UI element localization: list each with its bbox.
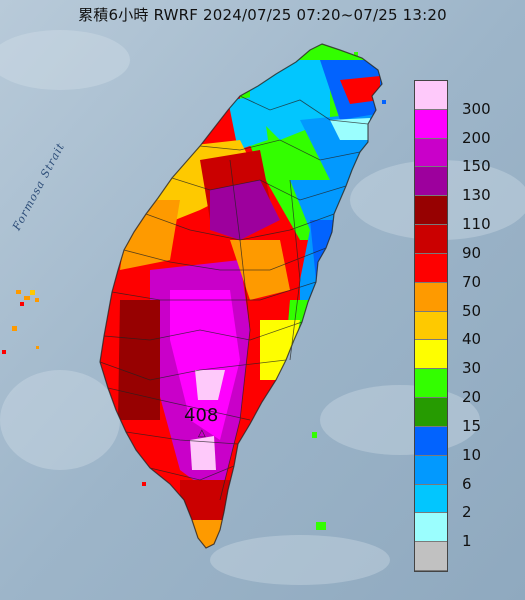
legend-swatch xyxy=(415,109,447,139)
legend-swatch xyxy=(415,398,447,427)
legend-label: 130 xyxy=(462,186,491,205)
legend-swatch xyxy=(415,455,447,485)
legend-swatch xyxy=(415,369,447,399)
legend-swatch xyxy=(415,484,447,514)
legend-swatch xyxy=(415,542,447,571)
legend-swatch xyxy=(415,426,447,456)
legend-swatch xyxy=(415,167,447,197)
legend-label: 15 xyxy=(462,416,482,435)
legend-label: 300 xyxy=(462,99,491,118)
legend-swatch xyxy=(415,311,447,341)
legend-label: 90 xyxy=(462,243,482,262)
legend-label: 10 xyxy=(462,445,482,464)
legend-label: 6 xyxy=(462,474,472,493)
legend-swatch xyxy=(415,253,447,283)
legend-label: 200 xyxy=(462,128,491,147)
legend-label: 40 xyxy=(462,330,482,349)
legend-swatch xyxy=(415,138,447,168)
county-boundaries xyxy=(99,43,383,549)
legend-swatch xyxy=(415,513,447,543)
legend-label: 1 xyxy=(462,532,472,551)
cloud-texture xyxy=(0,30,525,585)
peak-value-label: 408 xyxy=(184,405,219,426)
peak-marker-icon: △ xyxy=(198,428,206,439)
legend-swatch xyxy=(415,196,447,226)
legend-label: 2 xyxy=(462,503,472,522)
legend-label: 150 xyxy=(462,157,491,176)
rainfall-legend xyxy=(414,80,448,572)
legend-swatch xyxy=(415,340,447,370)
legend-label: 110 xyxy=(462,215,491,234)
legend-swatch xyxy=(415,81,447,110)
legend-swatch xyxy=(415,225,447,254)
legend-swatch xyxy=(415,282,447,312)
legend-label: 30 xyxy=(462,359,482,378)
legend-label: 20 xyxy=(462,388,482,407)
legend-label: 70 xyxy=(462,272,482,291)
map-title: 累積6小時 RWRF 2024/07/25 07:20~07/25 13:20 xyxy=(78,6,447,24)
offshore-rain xyxy=(2,52,386,530)
legend-label: 50 xyxy=(462,301,482,320)
